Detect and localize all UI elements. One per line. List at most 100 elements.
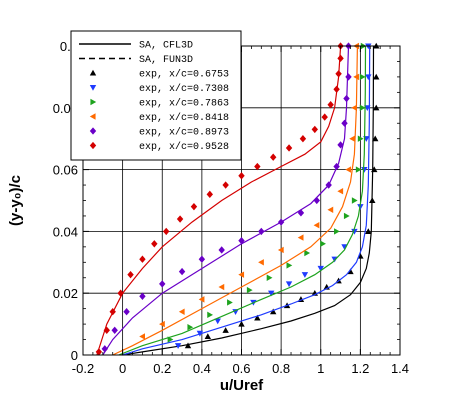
exp-point-0.8418 xyxy=(139,333,145,340)
y-axis-label: (y-y₀)/c xyxy=(7,175,24,226)
legend-label: exp, x/c=0.9528 xyxy=(139,141,229,153)
plot-area xyxy=(95,42,380,356)
x-tick-label: 0.4 xyxy=(193,361,211,376)
exp-point-0.8973 xyxy=(313,196,320,205)
series-0.8418 xyxy=(112,42,359,356)
exp-point-0.8973 xyxy=(345,73,352,81)
exp-point-0.7863 xyxy=(320,240,326,247)
exp-point-0.8418 xyxy=(327,206,334,213)
exp-point-0.8973 xyxy=(198,255,206,263)
legend-marker xyxy=(89,141,97,150)
legend-label: exp, x/c=0.8418 xyxy=(139,112,229,124)
cfd-line-0.7308 xyxy=(122,45,371,356)
y-tick-label: 0.06 xyxy=(53,163,78,178)
exp-point-0.9528 xyxy=(163,227,170,236)
exp-point-0.8418 xyxy=(349,135,356,142)
exp-point-0.8973 xyxy=(178,267,186,276)
exp-point-0.8973 xyxy=(333,162,340,171)
exp-point-0.6753 xyxy=(369,197,376,204)
exp-point-0.6753 xyxy=(184,342,192,349)
x-axis-label: u/Uref xyxy=(220,377,264,394)
exp-point-0.8418 xyxy=(277,246,284,254)
x-tick-label: 0 xyxy=(119,361,126,376)
exp-point-0.7863 xyxy=(167,336,174,343)
exp-point-0.9528 xyxy=(299,135,307,143)
legend-marker xyxy=(89,113,96,120)
exp-point-0.6753 xyxy=(371,166,378,173)
x-tick-label: -0.2 xyxy=(72,361,94,376)
legend-label: SA, CFL3D xyxy=(139,41,193,52)
exp-point-0.8973 xyxy=(258,227,265,236)
x-tick-label: 1.4 xyxy=(391,361,409,376)
exp-point-0.8973 xyxy=(325,181,332,189)
exp-point-0.8973 xyxy=(337,141,344,149)
exp-point-0.8973 xyxy=(159,280,166,288)
exp-point-0.9528 xyxy=(254,162,261,171)
exp-point-0.9528 xyxy=(127,270,134,279)
series-0.7863 xyxy=(118,42,367,356)
x-tick-label: 0.8 xyxy=(272,361,290,376)
cfd-line-0.9528 xyxy=(96,45,342,356)
exp-point-0.7863 xyxy=(359,104,366,111)
exp-point-0.7863 xyxy=(351,197,358,204)
x-tick-label: 0.6 xyxy=(232,361,250,376)
exp-point-0.7308 xyxy=(364,105,371,111)
exp-point-0.8973 xyxy=(101,345,108,353)
exp-point-0.8418 xyxy=(353,73,359,81)
exp-point-0.9528 xyxy=(327,101,334,109)
exp-point-0.8418 xyxy=(258,259,264,266)
exp-point-0.8973 xyxy=(343,94,350,103)
exp-point-0.9528 xyxy=(335,70,342,78)
exp-point-0.8973 xyxy=(341,119,348,127)
exp-point-0.6753 xyxy=(238,320,245,327)
exp-point-0.8418 xyxy=(159,320,165,328)
series-0.8973 xyxy=(101,42,352,356)
exp-point-0.8418 xyxy=(337,188,344,195)
exp-point-0.9528 xyxy=(311,125,319,134)
exp-point-0.8973 xyxy=(238,236,245,245)
legend-marker xyxy=(89,84,97,91)
exp-point-0.7863 xyxy=(357,135,364,142)
cfd-line-0.7863 xyxy=(118,45,367,356)
exp-point-0.9528 xyxy=(109,308,116,316)
exp-point-0.8418 xyxy=(345,166,352,173)
exp-point-0.7863 xyxy=(304,249,311,257)
exp-point-0.8973 xyxy=(218,246,225,254)
exp-point-0.9528 xyxy=(117,289,124,297)
exp-point-0.7308 xyxy=(361,167,368,173)
exp-point-0.6753 xyxy=(365,228,372,234)
legend-label: exp, x/c=0.6753 xyxy=(139,69,229,81)
legend-label: SA, FUN3D xyxy=(139,55,193,66)
exp-point-0.7308 xyxy=(365,74,372,81)
exp-point-0.8418 xyxy=(218,283,225,291)
exp-point-0.9528 xyxy=(321,113,328,121)
legend-marker xyxy=(90,98,97,106)
exp-point-0.9528 xyxy=(222,181,229,189)
exp-point-0.9528 xyxy=(285,144,293,152)
y-tick-label: 0.02 xyxy=(53,286,78,301)
exp-point-0.7863 xyxy=(334,228,340,235)
exp-point-0.7863 xyxy=(266,274,273,281)
exp-point-0.7863 xyxy=(187,323,194,331)
exp-point-0.8973 xyxy=(277,218,285,226)
exp-point-0.7308 xyxy=(214,318,221,325)
exp-point-0.7308 xyxy=(268,290,275,297)
legend-box xyxy=(70,30,242,161)
exp-point-0.7308 xyxy=(317,265,324,272)
exp-point-0.9528 xyxy=(95,348,103,356)
x-tick-label: 1.2 xyxy=(351,361,369,376)
exp-point-0.7308 xyxy=(174,343,182,349)
exp-point-0.7863 xyxy=(343,212,350,220)
exp-point-0.6753 xyxy=(204,333,212,340)
y-tick-label: 0.04 xyxy=(53,224,78,239)
exp-point-0.7863 xyxy=(286,262,293,269)
exp-point-0.6753 xyxy=(254,314,261,321)
exp-point-0.9528 xyxy=(333,85,340,93)
exp-point-0.9528 xyxy=(139,255,146,263)
exp-point-0.8973 xyxy=(123,308,130,316)
legend-label: exp, x/c=0.7308 xyxy=(139,83,229,95)
exp-point-0.6753 xyxy=(222,327,229,333)
exp-point-0.9528 xyxy=(206,190,213,198)
exp-point-0.7863 xyxy=(359,73,366,81)
